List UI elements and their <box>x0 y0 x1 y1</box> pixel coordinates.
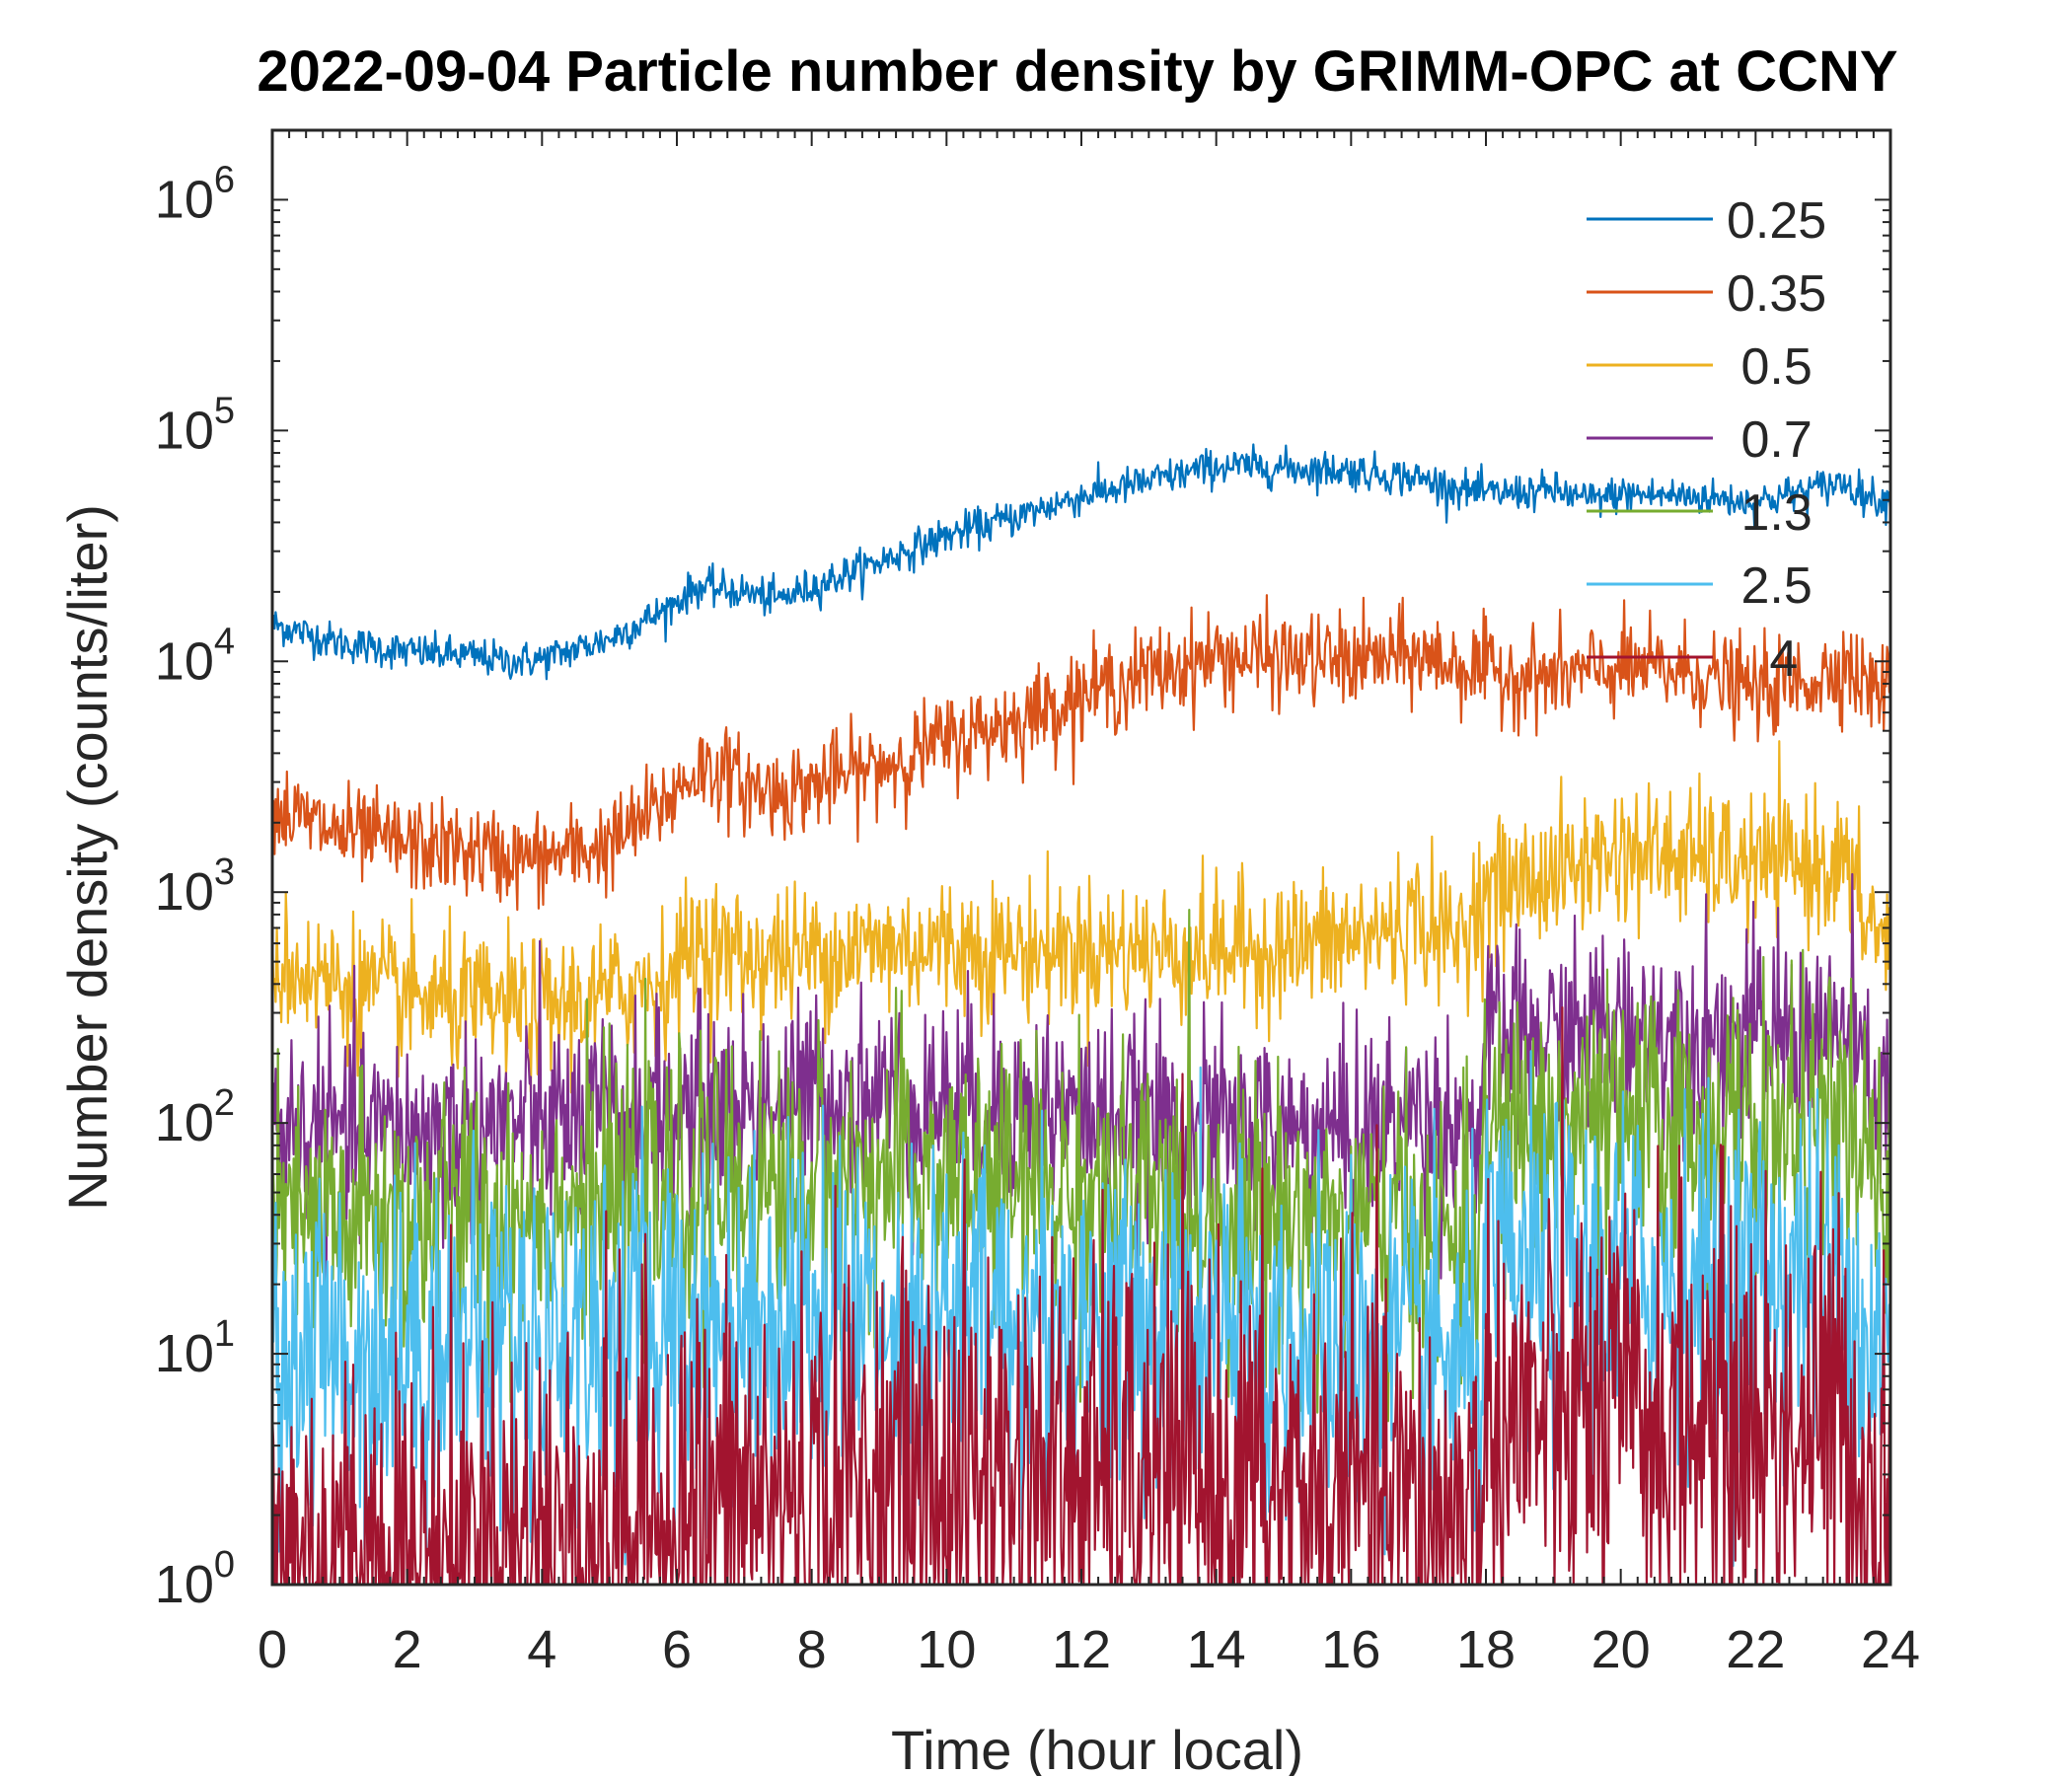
legend-label-1.3: 1.3 <box>1727 484 1813 542</box>
y-tick-label: 102 <box>155 1082 235 1152</box>
legend-label-0.5: 0.5 <box>1727 338 1813 396</box>
x-tick-label: 8 <box>797 1620 827 1679</box>
y-tick-label-base: 10 <box>155 401 214 460</box>
y-tick-label-base: 10 <box>155 170 214 229</box>
series-line-0.7 <box>272 872 1890 1285</box>
y-tick-label-base: 10 <box>155 1093 214 1152</box>
x-tick-label: 20 <box>1591 1620 1651 1679</box>
legend-label-2.5: 2.5 <box>1727 557 1813 615</box>
legend-label-0.25: 0.25 <box>1727 192 1826 250</box>
y-tick-label: 106 <box>155 159 235 229</box>
x-tick-label: 24 <box>1861 1620 1920 1679</box>
y-tick-label-exponent: 6 <box>214 159 235 200</box>
legend-label-0.35: 0.35 <box>1727 265 1826 323</box>
y-tick-label-exponent: 2 <box>214 1082 235 1124</box>
y-tick-label-exponent: 0 <box>214 1544 235 1586</box>
x-tick-label: 12 <box>1052 1620 1111 1679</box>
series-layer <box>272 443 1890 1585</box>
y-tick-label-exponent: 4 <box>214 621 235 662</box>
chart-title: 2022-09-04 Particle number density by GR… <box>257 39 1897 104</box>
x-tick-label: 2 <box>393 1620 422 1679</box>
x-axis-ticks <box>271 130 1891 1585</box>
series-line-0.25 <box>272 443 1890 681</box>
y-tick-label: 103 <box>155 851 235 922</box>
y-tick-label-base: 10 <box>155 862 214 922</box>
series-line-1.3 <box>272 909 1890 1423</box>
y-tick-label-base: 10 <box>155 631 214 691</box>
y-tick-label-base: 10 <box>155 1555 214 1614</box>
y-axis-label: Number density (counts/liter) <box>56 504 118 1211</box>
series-line-0.5 <box>272 740 1890 1094</box>
legend-label-0.7: 0.7 <box>1727 411 1813 469</box>
y-tick-label-exponent: 5 <box>214 390 235 431</box>
y-tick-label-exponent: 1 <box>214 1313 235 1355</box>
legend-label-4: 4 <box>1727 630 1798 688</box>
y-tick-label: 105 <box>155 390 235 460</box>
x-tick-label: 22 <box>1726 1620 1785 1679</box>
series-line-0.35 <box>272 594 1890 912</box>
x-axis-tick-labels: 0 2 4 6 8 10 12 14 16 18 20 22 24 <box>258 1620 1920 1679</box>
y-tick-label: 100 <box>155 1544 235 1614</box>
y-tick-label-base: 10 <box>155 1324 214 1383</box>
legend: 0.25 0.35 0.5 0.7 1.3 2.5 4 <box>1587 192 1826 688</box>
y-tick-label: 104 <box>155 621 235 691</box>
x-tick-label: 0 <box>258 1620 287 1679</box>
x-tick-label: 10 <box>917 1620 976 1679</box>
x-tick-label: 18 <box>1456 1620 1516 1679</box>
y-tick-label-exponent: 3 <box>214 851 235 893</box>
y-axis-ticks <box>272 129 1890 1586</box>
series-line-2.5 <box>272 1050 1890 1573</box>
x-axis-label: Time (hour local) <box>891 1719 1303 1776</box>
x-tick-label: 14 <box>1187 1620 1246 1679</box>
x-tick-label: 6 <box>662 1620 692 1679</box>
y-tick-label: 101 <box>155 1313 235 1383</box>
x-tick-label: 4 <box>527 1620 556 1679</box>
x-tick-label: 16 <box>1321 1620 1380 1679</box>
